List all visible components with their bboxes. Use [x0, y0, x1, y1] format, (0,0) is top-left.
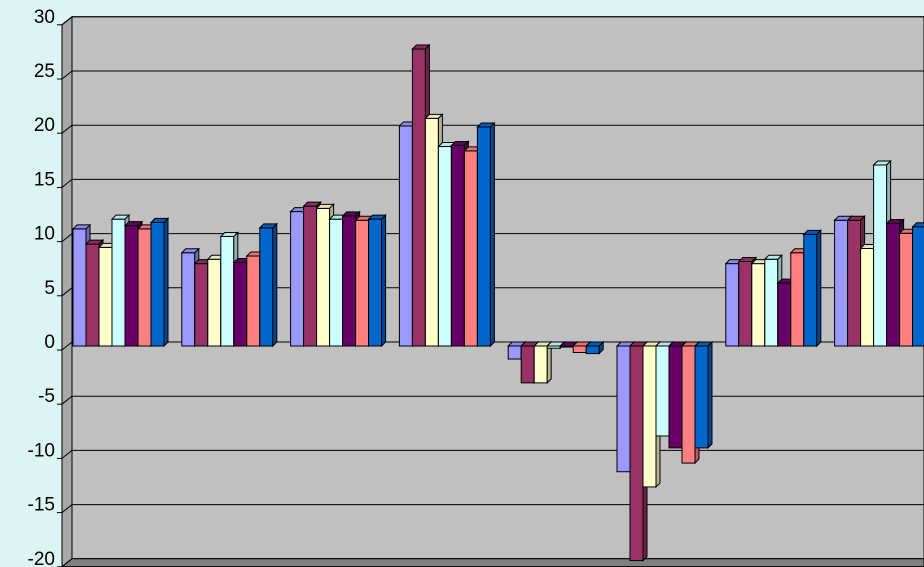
gridline-depth — [61, 70, 73, 80]
bar-front — [329, 218, 344, 347]
bar-side — [816, 229, 822, 348]
bar-front — [668, 345, 683, 449]
bar-front — [72, 228, 87, 347]
gridline-depth — [61, 16, 73, 26]
gridline-depth — [61, 450, 73, 459]
gridline-depth — [61, 124, 73, 134]
bar-front — [463, 150, 478, 347]
bar-front — [150, 221, 165, 347]
bar-side — [489, 121, 495, 348]
gridline-depth — [61, 395, 73, 405]
gridline-depth — [61, 287, 73, 297]
bar-front — [764, 258, 779, 347]
bar-front — [847, 219, 862, 347]
bar-front — [398, 125, 413, 347]
bar-front — [476, 126, 491, 347]
y-tick-label: 5 — [44, 278, 55, 299]
bar-front — [98, 246, 113, 347]
y-tick-label: -5 — [38, 386, 55, 407]
bar-front — [694, 345, 709, 449]
bar-front — [751, 263, 766, 347]
bar-front — [873, 164, 888, 347]
y-tick-label: 20 — [34, 115, 55, 136]
bar-front — [207, 258, 222, 347]
bar-front — [860, 247, 875, 347]
bar-front — [194, 263, 209, 347]
y-tick-label: 0 — [44, 332, 55, 353]
gridline-depth — [61, 233, 73, 242]
y-tick-label: 10 — [34, 224, 55, 245]
bar-front — [303, 205, 318, 347]
bar-front — [233, 262, 248, 347]
bar-front — [220, 236, 235, 347]
bar-front — [681, 345, 696, 464]
bar-front — [642, 345, 657, 488]
bar-front — [124, 225, 139, 347]
bar-front — [790, 252, 805, 347]
bar-front — [533, 345, 548, 384]
bar-front — [342, 215, 357, 347]
bar-side — [163, 217, 169, 348]
bar-front — [629, 345, 644, 562]
bar-front — [411, 48, 426, 347]
bar-side — [707, 340, 713, 450]
bar-front — [585, 345, 600, 355]
bar-front — [246, 255, 261, 347]
bar-front — [777, 282, 792, 347]
y-tick-label: -20 — [28, 549, 55, 567]
y-tick-label: 15 — [34, 169, 55, 190]
bar-front — [355, 219, 370, 347]
bar-front — [259, 227, 274, 347]
y-tick-label: -10 — [28, 440, 55, 461]
bar-front — [520, 345, 535, 384]
bar-front — [655, 345, 670, 437]
bar-front — [572, 345, 587, 354]
bar-front — [899, 232, 914, 347]
bar-front — [834, 219, 849, 347]
bar-front — [507, 345, 522, 360]
y-tick-label: 25 — [34, 61, 55, 82]
bar-front — [912, 226, 924, 347]
bar-front — [137, 228, 152, 347]
bar-front — [725, 263, 740, 347]
bar-front — [803, 233, 818, 347]
bar-front — [316, 207, 331, 347]
bar-top — [911, 222, 924, 228]
bar-front — [738, 260, 753, 347]
gridline-depth — [61, 504, 73, 513]
bar-side — [381, 213, 387, 348]
bar-front — [368, 218, 383, 347]
gridline-depth — [61, 179, 73, 188]
y-tick-label: 30 — [34, 7, 55, 28]
bar-front — [181, 252, 196, 347]
y-tick-label: -15 — [28, 495, 55, 516]
gridline-depth — [61, 341, 73, 351]
bar-side — [272, 222, 278, 348]
bar-front — [886, 223, 901, 347]
bar-side — [598, 340, 604, 355]
bar-front — [85, 243, 100, 347]
bar-front — [450, 144, 465, 347]
bar-front — [437, 146, 452, 347]
bar-front — [290, 211, 305, 347]
bar-front — [111, 218, 126, 347]
bar-front — [424, 117, 439, 347]
bar-front — [616, 345, 631, 473]
plot-floor — [60, 558, 924, 567]
